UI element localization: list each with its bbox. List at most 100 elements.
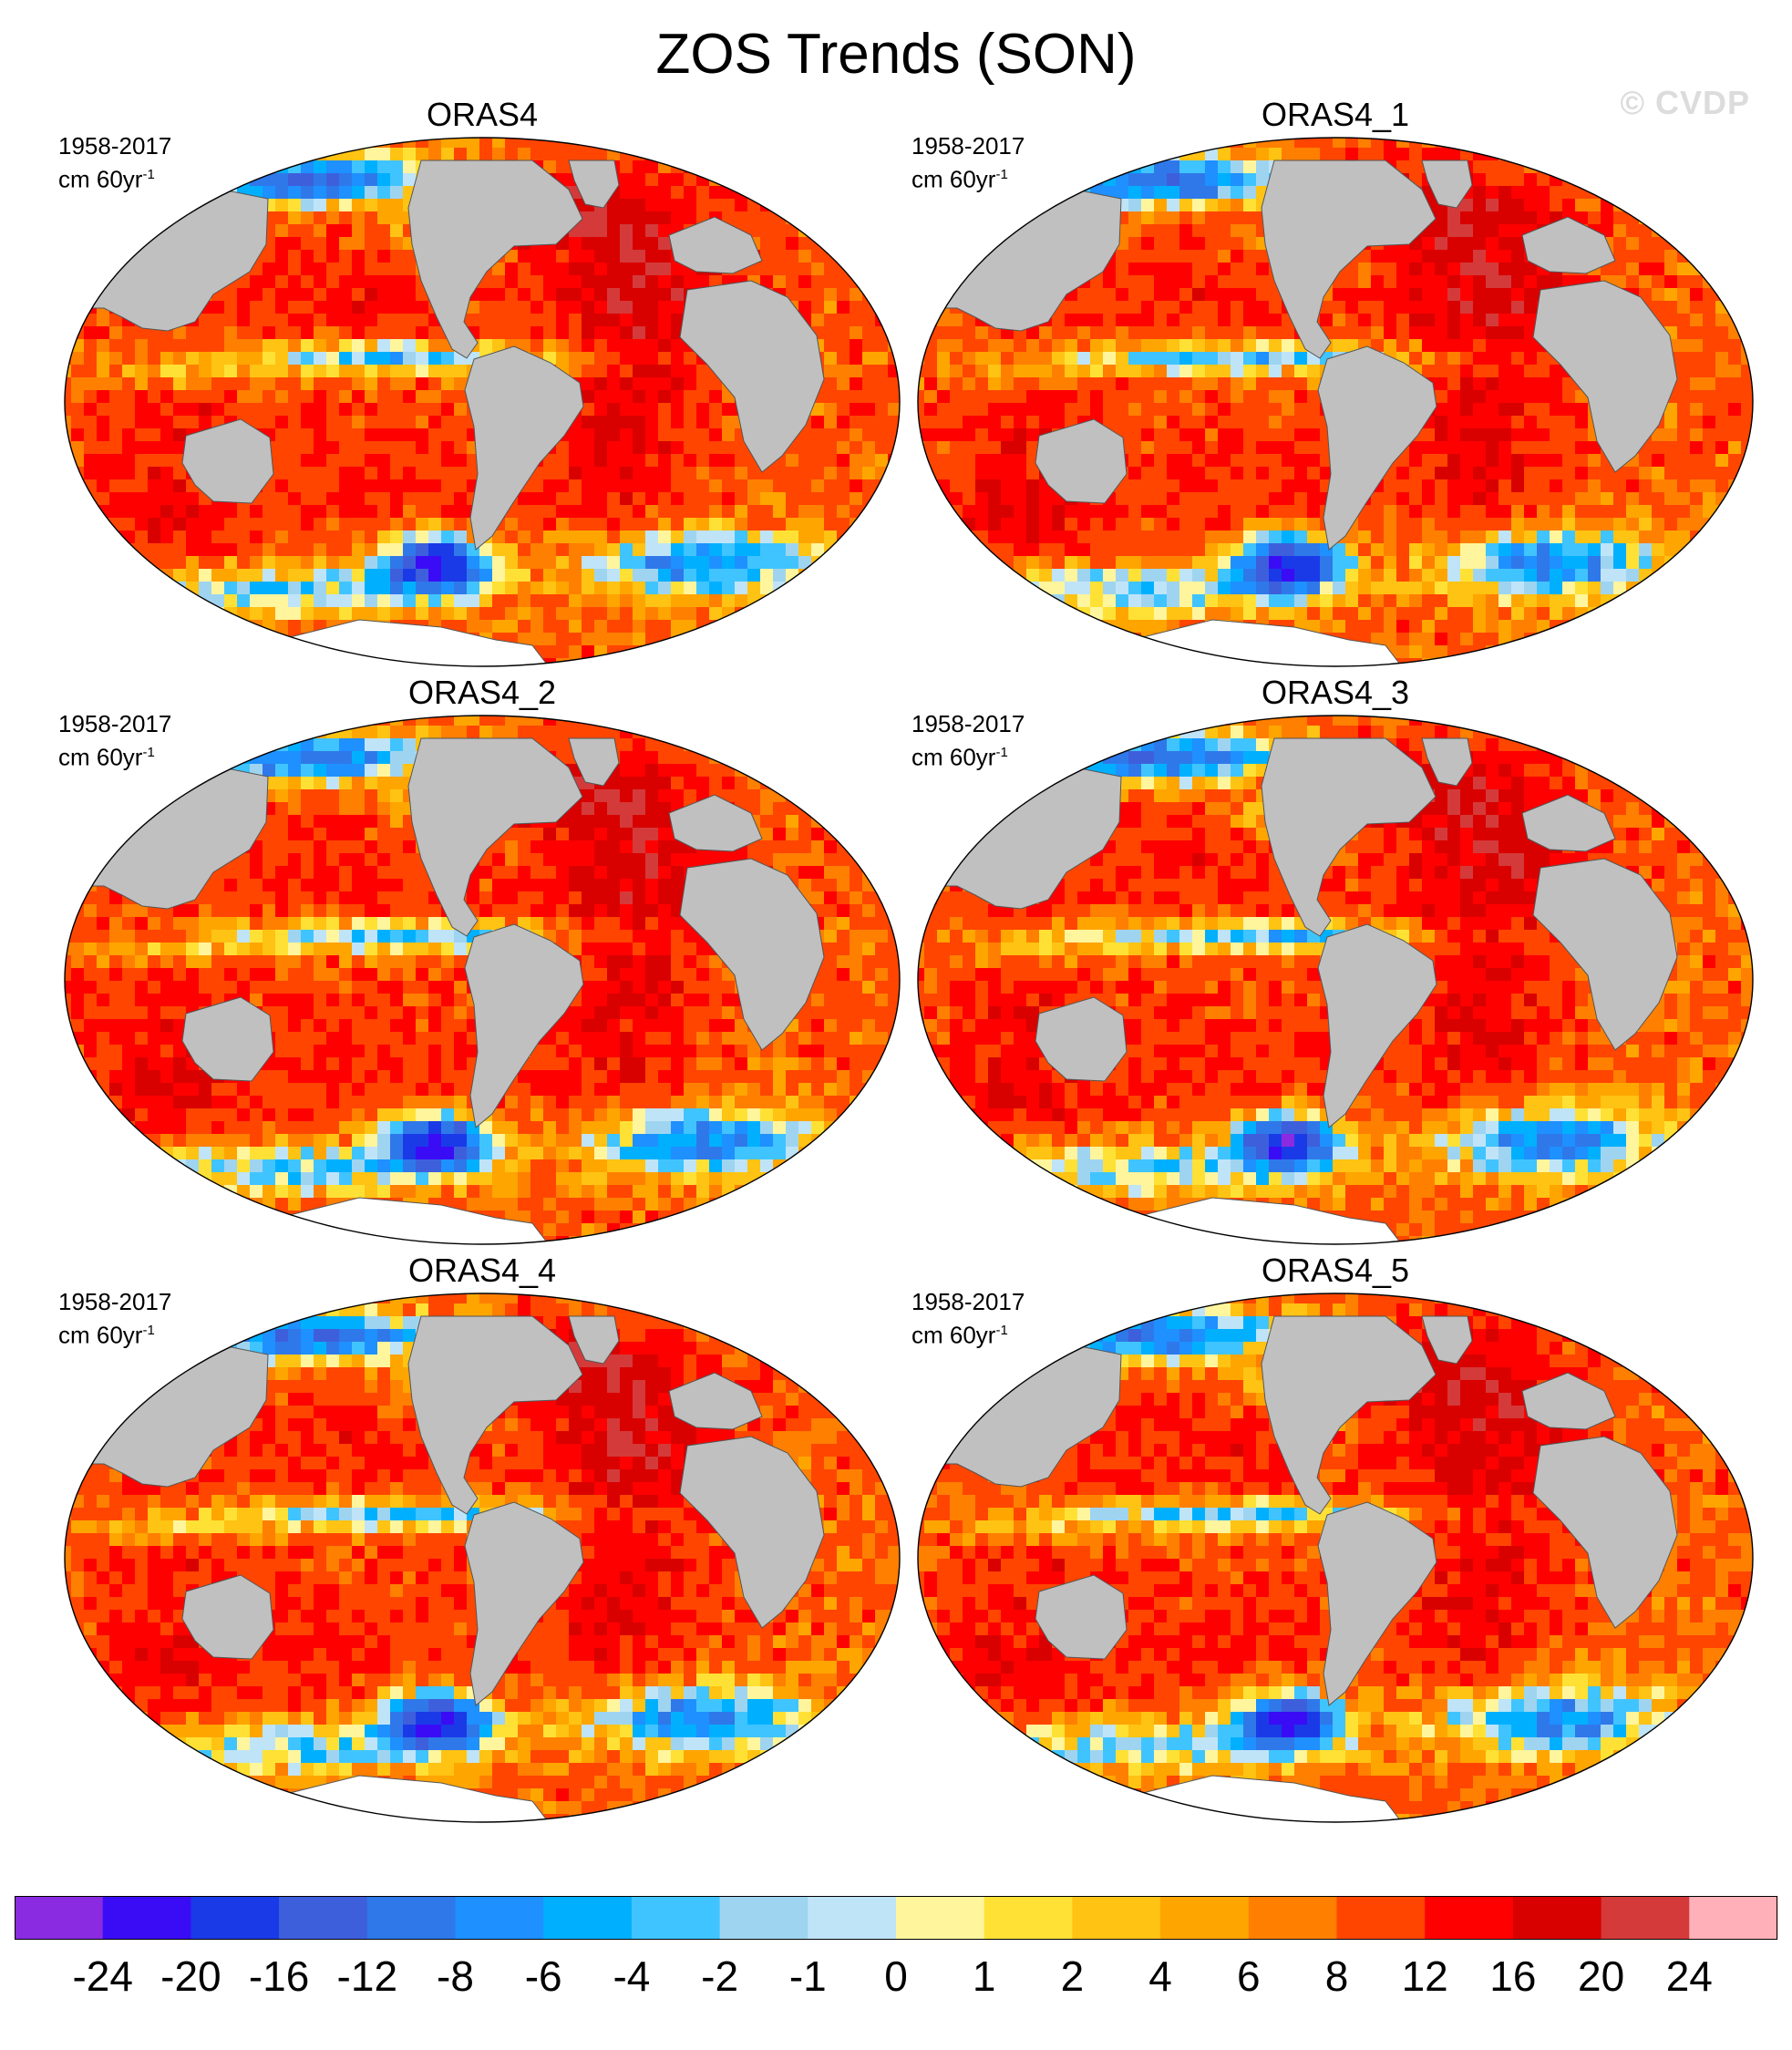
trend-cell: [1205, 224, 1219, 238]
trend-cell: [1179, 275, 1193, 289]
trend-cell: [824, 607, 838, 621]
trend-cell: [735, 531, 748, 544]
trend-cell: [1460, 224, 1474, 238]
trend-cell: [569, 633, 582, 646]
trend-cell: [773, 492, 787, 506]
trend-cell: [416, 326, 429, 340]
trend-cell: [594, 138, 608, 149]
trend-cell: [645, 314, 659, 327]
trend-cell: [1409, 479, 1423, 493]
trend-cell: [237, 352, 251, 366]
trend-cell: [569, 339, 582, 353]
trend-cell: [1039, 339, 1053, 353]
trend-cell: [937, 160, 951, 174]
trend-cell: [988, 339, 1002, 353]
trend-cell: [569, 556, 582, 570]
trend-cell: [1601, 211, 1614, 225]
trend-cell: [173, 658, 187, 666]
trend-cell: [352, 237, 366, 251]
trend-cell: [1103, 326, 1117, 340]
trend-cell: [594, 658, 608, 666]
trend-cell: [518, 250, 531, 263]
trend-cell: [671, 505, 685, 519]
trend-cell: [1575, 403, 1589, 417]
trend-cell: [1601, 505, 1614, 519]
trend-cell: [263, 339, 276, 353]
trend-cell: [416, 556, 429, 570]
trend-cell: [1371, 518, 1385, 531]
trend-cell: [1154, 288, 1168, 302]
trend-cell: [1498, 301, 1512, 314]
trend-cell: [918, 403, 925, 417]
trend-cell: [1294, 492, 1308, 506]
trend-cell: [1498, 339, 1512, 353]
trend-cell: [1588, 441, 1601, 455]
trend-cell: [709, 633, 723, 646]
trend-cell: [160, 492, 174, 506]
trend-cell: [1269, 377, 1282, 391]
trend-cell: [811, 467, 825, 480]
trend-cell: [1562, 441, 1576, 455]
trend-cell: [97, 479, 110, 493]
trend-cell: [65, 467, 72, 480]
trend-cell: [1256, 301, 1270, 314]
trend-cell: [1205, 403, 1219, 417]
trend-cell: [824, 556, 838, 570]
trend-cell: [301, 186, 314, 200]
trend-cell: [1550, 428, 1563, 442]
trend-cell: [1550, 138, 1563, 149]
trend-cell: [620, 199, 633, 212]
trend-cell: [1613, 275, 1627, 289]
trend-cell: [937, 263, 951, 276]
trend-cell: [1460, 467, 1474, 480]
trend-cell: [963, 211, 976, 225]
trend-cell: [1486, 365, 1499, 378]
trend-cell: [441, 390, 455, 404]
trend-cell: [1677, 199, 1691, 212]
trend-cell: [365, 607, 378, 621]
trend-cell: [1231, 186, 1244, 200]
trend-cell: [1154, 186, 1168, 200]
trend-cell: [671, 518, 685, 531]
trend-cell: [658, 365, 672, 378]
trend-cell: [1116, 339, 1129, 353]
trend-cell: [1652, 148, 1665, 161]
trend-cell: [684, 199, 697, 212]
trend-cell: [1447, 428, 1461, 442]
trend-cell: [65, 326, 72, 340]
trend-cell: [1575, 505, 1589, 519]
trend-cell: [1039, 138, 1053, 149]
trend-cell: [722, 543, 736, 557]
trend-cell: [1486, 301, 1499, 314]
trend-cell: [263, 365, 276, 378]
trend-cell: [837, 160, 850, 174]
trend-cell: [1690, 479, 1704, 493]
trend-cell: [122, 658, 136, 666]
trend-cell: [390, 160, 404, 174]
trend-cell: [696, 148, 710, 161]
trend-cell: [1205, 441, 1219, 455]
trend-cell: [326, 454, 340, 468]
trend-cell: [211, 301, 225, 314]
trend-cell: [1205, 416, 1219, 429]
trend-cell: [773, 543, 787, 557]
trend-cell: [403, 569, 417, 582]
trend-cell: [352, 160, 366, 174]
trend-cell: [352, 479, 366, 493]
trend-cell: [556, 263, 570, 276]
trend-cell: [1192, 377, 1206, 391]
trend-cell: [122, 148, 136, 161]
trend-cell: [1524, 365, 1538, 378]
trend-cell: [1269, 148, 1282, 161]
trend-cell: [518, 620, 531, 634]
trend-cell: [1052, 416, 1066, 429]
trend-cell: [148, 428, 161, 442]
trend-cell: [288, 339, 302, 353]
trend-cell: [950, 531, 963, 544]
trend-cell: [467, 620, 480, 634]
trend-cell: [1754, 263, 1767, 276]
trend-cell: [122, 416, 136, 429]
trend-cell: [1664, 186, 1678, 200]
trend-cell: [798, 607, 812, 621]
trend-cell: [467, 138, 480, 149]
